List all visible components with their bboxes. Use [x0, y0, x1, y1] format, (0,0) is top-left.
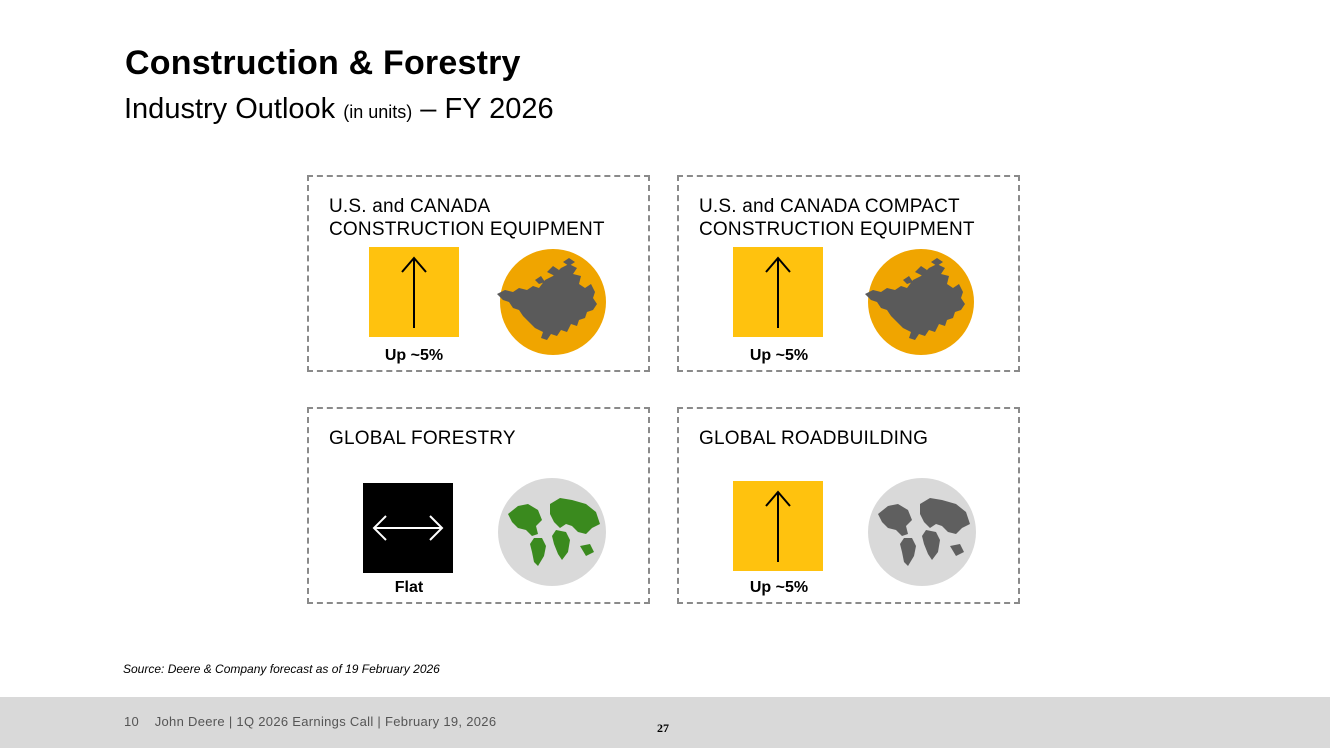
source-note: Source: Deere & Company forecast as of 1…: [123, 662, 440, 676]
page-title: Construction & Forestry: [125, 44, 521, 82]
subtitle-main: Industry Outlook: [124, 93, 344, 125]
page-number: 27: [657, 721, 669, 735]
card-title: GLOBAL FORESTRY: [329, 428, 516, 449]
footer-bar: 10 John Deere | 1Q 2026 Earnings Call | …: [0, 697, 1330, 748]
outlook-label: Flat: [394, 579, 424, 596]
up-arrow-icon: [733, 481, 823, 571]
page-subtitle: Industry Outlook (in units) – FY 2026: [124, 93, 554, 126]
card-title: U.S. and CANADA CONSTRUCTION EQUIPMENT: [329, 196, 605, 240]
subtitle-year: – FY 2026: [412, 93, 554, 125]
outlook-label: Up ~5%: [749, 579, 809, 596]
up-arrow-icon: [733, 247, 823, 337]
outlook-card-us-canada-construction: U.S. and CANADA CONSTRUCTION EQUIPMENT U…: [307, 175, 650, 372]
footer-text: 10 John Deere | 1Q 2026 Earnings Call | …: [124, 714, 497, 729]
left-right-arrow-icon: [363, 483, 453, 573]
gray-globe-icon: [868, 478, 976, 586]
outlook-card-global-forestry: GLOBAL FORESTRY Flat: [307, 407, 650, 604]
outlook-card-global-roadbuilding: GLOBAL ROADBUILDING Up ~5%: [677, 407, 1020, 604]
green-globe-icon: [498, 478, 606, 586]
outlook-card-us-canada-compact-construction: U.S. and CANADA COMPACT CONSTRUCTION EQU…: [677, 175, 1020, 372]
north-america-map-icon: [865, 249, 974, 355]
outlook-label: Up ~5%: [749, 347, 809, 364]
north-america-map-icon: [497, 249, 606, 355]
outlook-label: Up ~5%: [384, 347, 444, 364]
card-title: GLOBAL ROADBUILDING: [699, 428, 929, 449]
up-arrow-icon: [369, 247, 459, 337]
subtitle-units: (in units): [343, 102, 413, 122]
card-title: U.S. and CANADA COMPACT CONSTRUCTION EQU…: [699, 196, 975, 240]
